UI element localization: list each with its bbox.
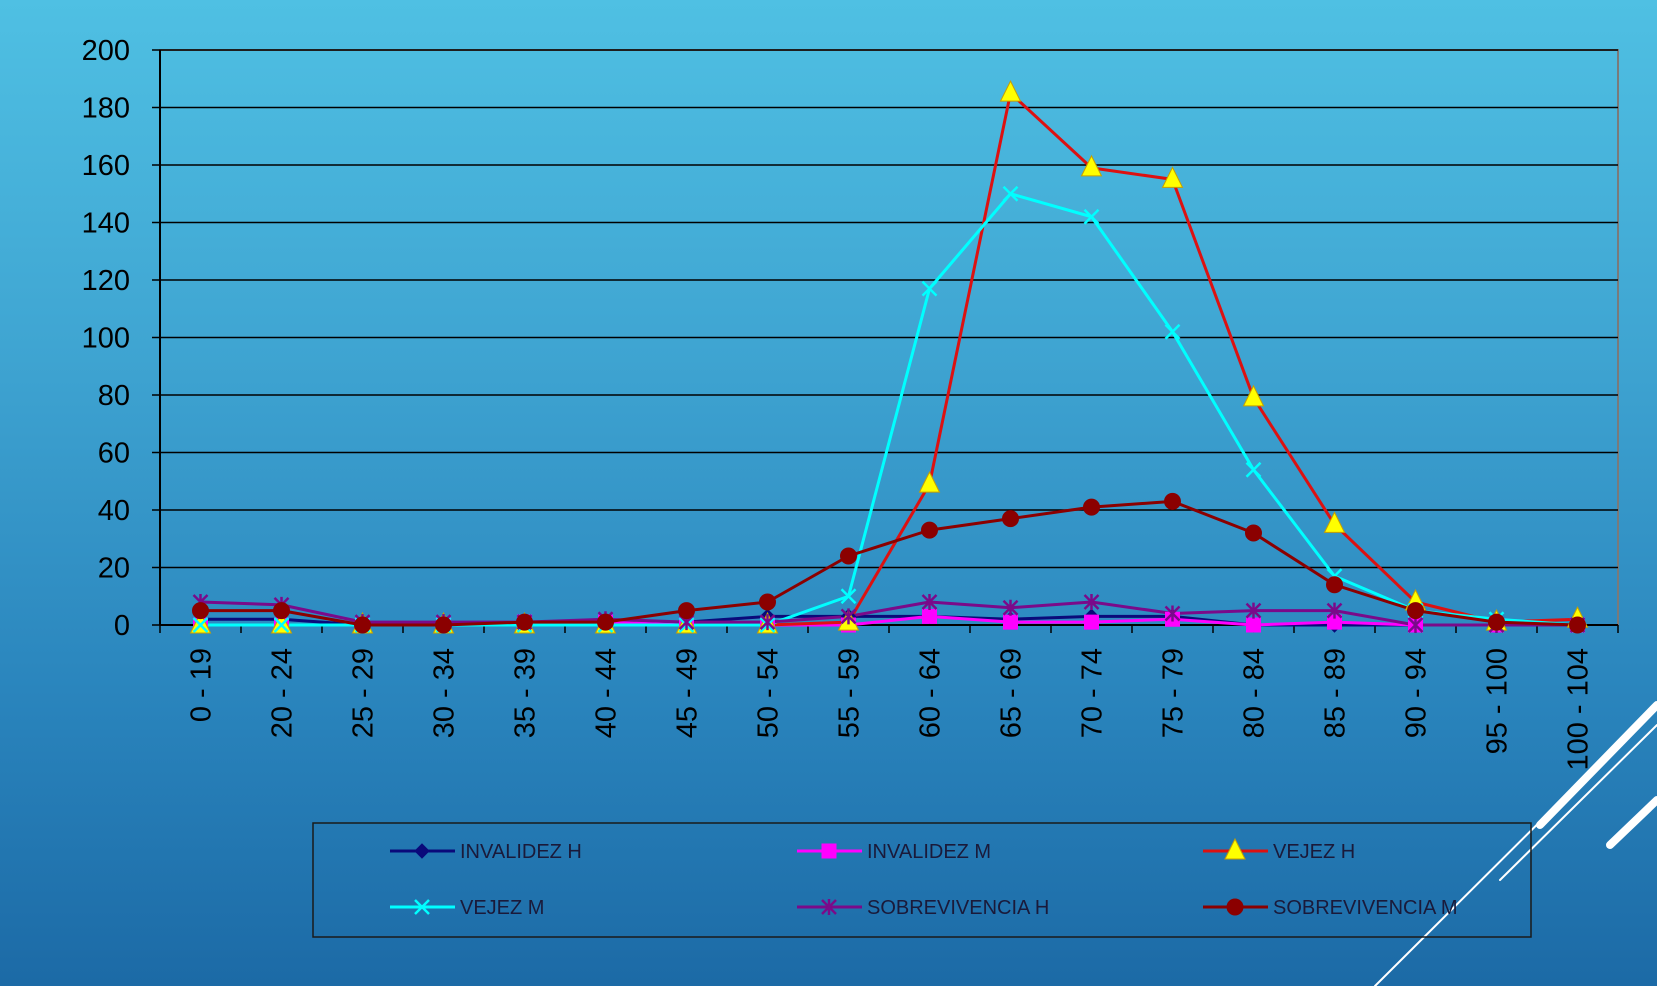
legend-label: SOBREVIVENCIA H	[867, 897, 1049, 919]
series-lines	[201, 93, 1578, 625]
legend-item-sobrevivencia-m: SOBREVIVENCIA M	[1203, 897, 1458, 919]
x-tick-label: 90 - 94	[1401, 648, 1433, 738]
legend-item-vejez-m: VEJEZ M	[390, 897, 544, 919]
legend-label: VEJEZ M	[460, 897, 544, 919]
data-point	[1003, 511, 1019, 527]
data-point	[1004, 615, 1018, 629]
y-tick-label: 180	[82, 93, 130, 125]
legend: INVALIDEZ H INVALIDEZ M VEJEZ H VEJEZ M SOBR…	[313, 823, 1531, 937]
y-axis: 0 20 40 60 80 100 120 140 160 180 200	[82, 35, 160, 642]
data-point	[1408, 603, 1424, 619]
data-point	[679, 603, 695, 619]
legend-swatch-marker	[415, 844, 429, 858]
x-tick-label: 40 - 44	[591, 648, 623, 738]
x-tick-label: 75 - 79	[1158, 648, 1190, 738]
legend-item-vejez-h: VEJEZ H	[1203, 839, 1355, 863]
x-axis: 0 - 19 20 - 24 25 - 29 30 - 34 35 - 39 40 - 4…	[160, 625, 1618, 771]
legend-swatch-marker	[1225, 839, 1245, 859]
data-point	[1166, 325, 1180, 339]
series-line-vejez-h	[201, 93, 1578, 625]
legend-item-invalidez-m: INVALIDEZ M	[797, 841, 991, 863]
data-point	[920, 472, 940, 492]
data-point	[598, 614, 614, 630]
data-point	[1247, 463, 1261, 477]
y-tick-label: 40	[98, 495, 130, 527]
data-point	[355, 617, 371, 633]
y-tick-label: 100	[82, 323, 130, 355]
decorative-line-1	[1610, 800, 1657, 845]
data-point	[517, 614, 533, 630]
x-tick-label: 70 - 74	[1077, 648, 1109, 738]
x-tick-label: 45 - 49	[672, 648, 704, 738]
x-tick-label: 95 - 100	[1482, 648, 1514, 754]
series-line-sobrevivencia-m	[201, 501, 1578, 625]
y-tick-label: 20	[98, 553, 130, 585]
x-tick-label: 50 - 54	[753, 648, 785, 738]
data-point	[1001, 81, 1021, 101]
x-tick-label: 60 - 64	[915, 648, 947, 738]
y-tick-label: 160	[82, 150, 130, 182]
y-tick-label: 80	[98, 380, 130, 412]
data-point	[1489, 614, 1505, 630]
data-point	[1327, 577, 1343, 593]
data-point	[923, 609, 937, 623]
data-point	[436, 617, 452, 633]
legend-item-sobrevivencia-h: SOBREVIVENCIA H	[797, 897, 1049, 919]
x-tick-label: 80 - 84	[1239, 648, 1271, 738]
y-tick-label: 200	[82, 35, 130, 67]
x-tick-label: 25 - 29	[348, 648, 380, 738]
data-point	[1084, 499, 1100, 515]
data-point	[193, 603, 209, 619]
data-point	[760, 594, 776, 610]
x-tick-label: 0 - 19	[186, 648, 218, 722]
x-tick-label: 20 - 24	[267, 648, 299, 738]
legend-label: VEJEZ H	[1273, 841, 1355, 863]
gridlines	[160, 50, 1618, 625]
legend-label: SOBREVIVENCIA M	[1273, 897, 1458, 919]
data-point	[1085, 615, 1099, 629]
data-point	[1165, 493, 1181, 509]
x-tick-label: 65 - 69	[996, 648, 1028, 738]
data-point	[1570, 617, 1586, 633]
decorative-corner-lines	[1375, 705, 1657, 986]
data-point	[274, 603, 290, 619]
data-point	[1247, 618, 1261, 632]
x-tick-label: 100 - 104	[1563, 648, 1595, 771]
data-point	[1082, 156, 1102, 176]
x-tick-label: 30 - 34	[429, 648, 461, 738]
legend-swatch-marker	[1227, 899, 1243, 915]
data-point	[1246, 525, 1262, 541]
data-point	[922, 522, 938, 538]
data-point	[1244, 386, 1264, 406]
y-tick-label: 0	[114, 610, 130, 642]
legend-label: INVALIDEZ H	[460, 841, 582, 863]
legend-label: INVALIDEZ M	[867, 841, 991, 863]
y-tick-label: 60	[98, 438, 130, 470]
x-tick-label: 85 - 89	[1320, 648, 1352, 738]
y-tick-label: 140	[82, 208, 130, 240]
data-point	[841, 548, 857, 564]
legend-item-invalidez-h: INVALIDEZ H	[390, 841, 582, 863]
x-tick-label: 35 - 39	[510, 648, 542, 738]
x-tick-label: 55 - 59	[834, 648, 866, 738]
y-tick-label: 120	[82, 265, 130, 297]
legend-swatch-marker	[822, 844, 836, 858]
